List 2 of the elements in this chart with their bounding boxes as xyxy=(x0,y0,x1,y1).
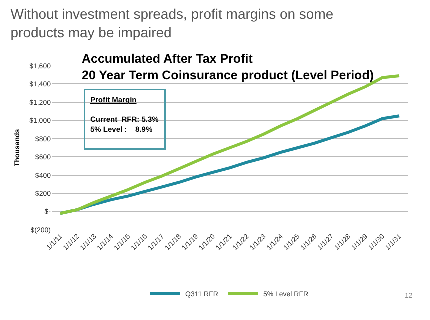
chart-title: Without investment spreads, profit margins on some products may be impaired xyxy=(10,6,334,40)
chart-subtitle: Accumulated After Tax Profit 20 Year Term Coinsurance product (Level Period) xyxy=(82,52,374,82)
